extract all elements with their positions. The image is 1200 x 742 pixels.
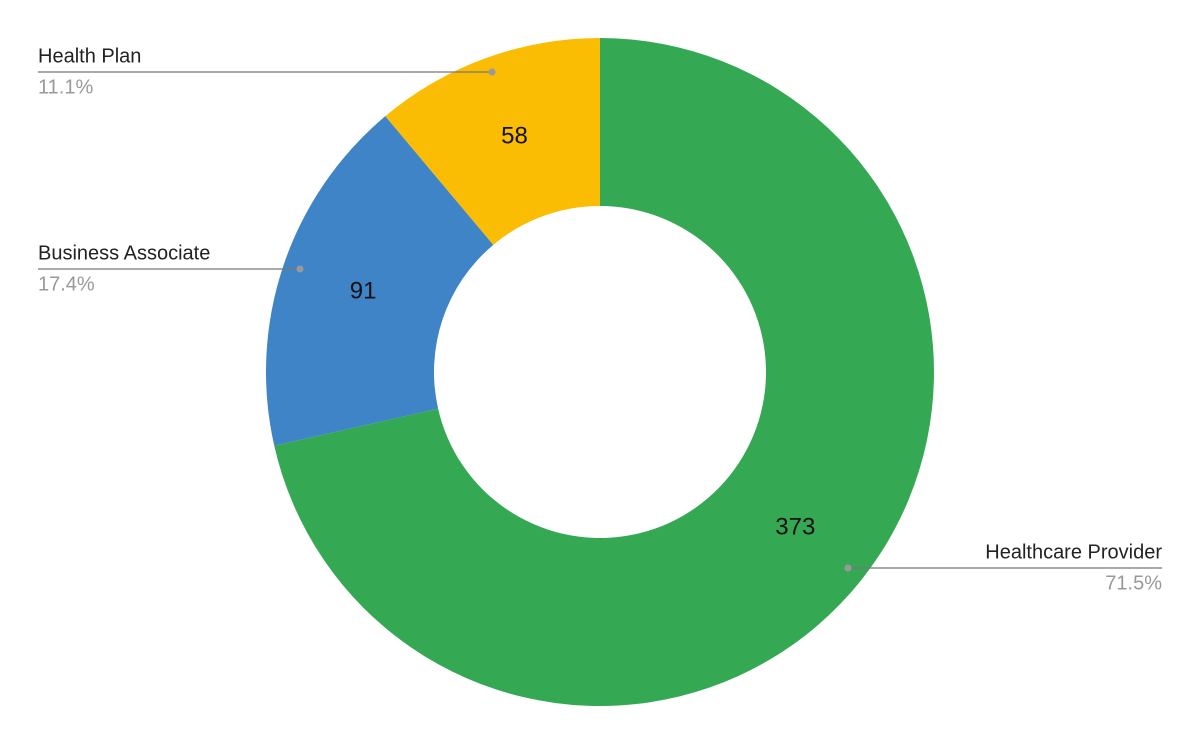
value-label: 58 xyxy=(501,122,528,149)
leader-dot xyxy=(296,265,304,273)
slice-name: Business Associate xyxy=(38,242,210,264)
donut-slice xyxy=(385,38,600,245)
slice-name: Health Plan xyxy=(38,45,141,67)
slice-percent: 17.4% xyxy=(38,273,95,295)
leader-dot xyxy=(488,68,496,76)
donut-slice xyxy=(274,38,934,707)
donut-slice xyxy=(265,116,494,446)
value-label: 373 xyxy=(775,513,815,540)
slice-percent: 11.1% xyxy=(38,76,93,98)
slice-name: Healthcare Provider xyxy=(985,541,1162,563)
slice-percent: 71.5% xyxy=(1105,572,1162,594)
value-label: 91 xyxy=(350,278,377,305)
leader-dot xyxy=(844,564,852,572)
